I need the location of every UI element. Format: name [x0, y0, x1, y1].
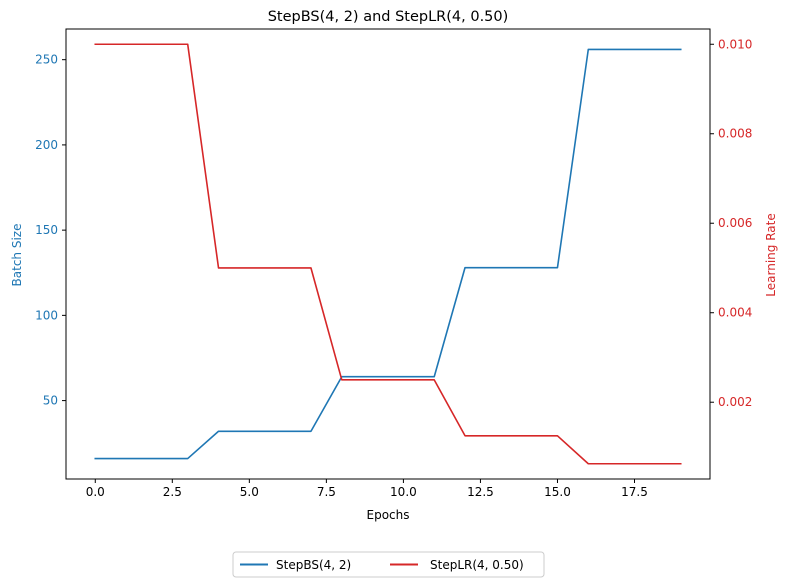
x-axis-ticks: 0.0 2.5 5.0 7.5 10.0 12.5 15.0 17.5: [86, 479, 648, 499]
legend-label-stepbs: StepBS(4, 2): [276, 558, 351, 572]
left-y-tick-label: 150: [35, 223, 58, 237]
left-y-tick-label: 200: [35, 138, 58, 152]
legend-label-steplr: StepLR(4, 0.50): [430, 558, 524, 572]
series-line-stepbs: [94, 48, 682, 460]
x-tick-label: 15.0: [544, 485, 571, 499]
left-y-tick-label: 250: [35, 53, 58, 67]
x-tick-label: 2.5: [163, 485, 182, 499]
right-y-axis-label: Learning Rate: [764, 213, 778, 296]
chart-title: StepBS(4, 2) and StepLR(4, 0.50): [268, 9, 509, 25]
right-y-tick-label: 0.010: [718, 37, 752, 51]
series-lines: [94, 43, 682, 465]
right-y-axis-ticks: 0.002 0.004 0.006 0.008 0.010: [710, 37, 752, 409]
legend: StepBS(4, 2) StepLR(4, 0.50): [232, 551, 545, 578]
series-line-steplr: [94, 43, 682, 465]
x-tick-label: 5.0: [240, 485, 259, 499]
left-y-axis-label: Batch Size: [10, 224, 24, 287]
left-y-axis-ticks: 50 100 150 200 250: [35, 53, 66, 408]
right-y-tick-label: 0.006: [718, 216, 752, 230]
x-tick-label: 17.5: [621, 485, 648, 499]
plot-frame: [65, 28, 711, 480]
left-y-tick-label: 50: [43, 394, 58, 408]
x-tick-label: 0.0: [86, 485, 105, 499]
x-axis-label: Epochs: [367, 508, 410, 522]
x-tick-label: 12.5: [467, 485, 494, 499]
plot-area-border: [65, 28, 711, 480]
right-y-tick-label: 0.002: [718, 395, 752, 409]
left-y-tick-label: 100: [35, 308, 58, 322]
right-y-tick-label: 0.008: [718, 127, 752, 141]
x-tick-label: 10.0: [390, 485, 417, 499]
right-y-tick-label: 0.004: [718, 306, 752, 320]
x-tick-label: 7.5: [317, 485, 336, 499]
legend-frame: [232, 551, 545, 578]
